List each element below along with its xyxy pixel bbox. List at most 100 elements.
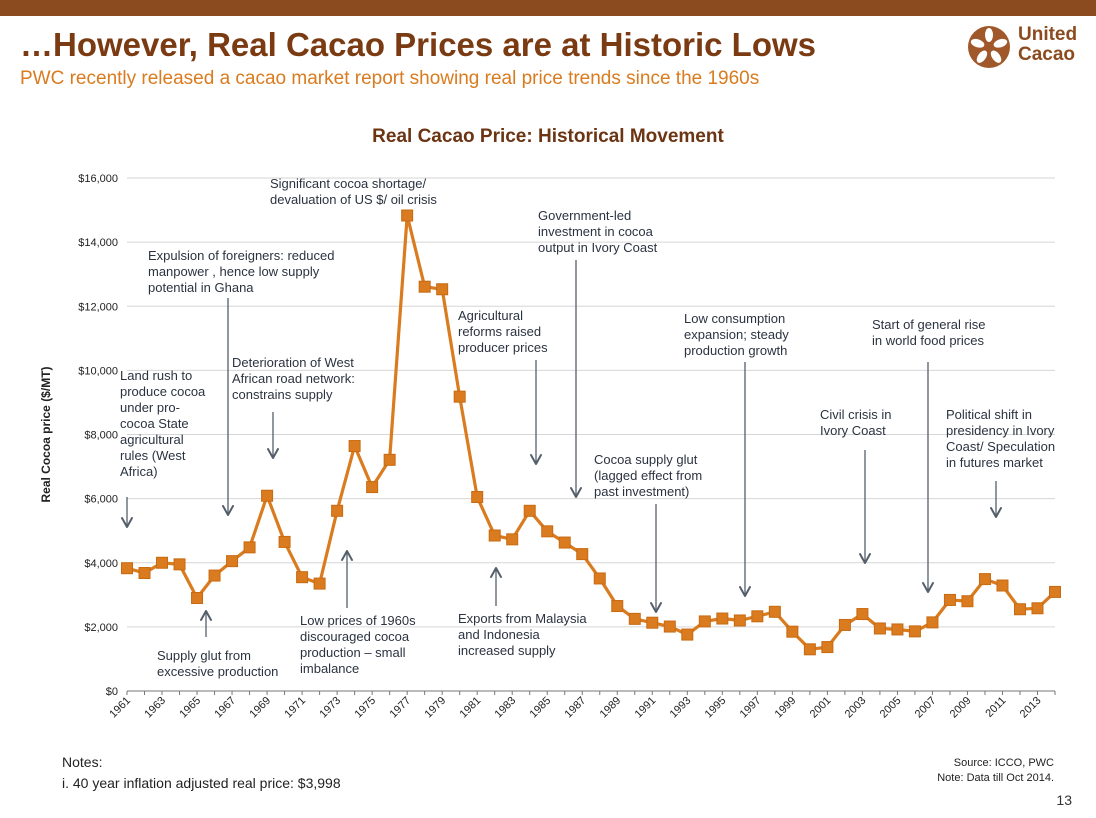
x-tick-label: 1971: [282, 695, 308, 721]
annotation-text: production growth: [684, 343, 787, 358]
x-tick-label: 1989: [598, 695, 624, 721]
y-tick-label: $10,000: [78, 365, 118, 377]
annotation-text: African road network:: [232, 371, 355, 386]
annotation-text: cocoa State: [120, 416, 189, 431]
annotation-text: produce cocoa: [120, 384, 206, 399]
data-point: [1013, 603, 1026, 616]
arrow-head: [859, 553, 871, 564]
annotation-text: in world food prices: [872, 333, 984, 348]
data-point: [576, 548, 589, 561]
x-tick-label: 1967: [212, 695, 238, 721]
annotation-text: Low consumption: [684, 311, 785, 326]
arrow-head: [341, 550, 353, 561]
series-line: [126, 213, 1057, 651]
y-tick-label: $8,000: [84, 430, 118, 442]
data-point: [873, 622, 886, 635]
x-tick-label: 1981: [458, 695, 484, 721]
data-point: [121, 562, 133, 575]
chart-title: Real Cacao Price: Historical Movement: [372, 126, 724, 147]
data-point: [418, 280, 431, 293]
x-tick-label: 1965: [177, 695, 203, 721]
source-note: Source: ICCO, PWC Note: Data till Oct 20…: [937, 756, 1054, 786]
data-point: [296, 571, 309, 584]
x-tick-label: 1993: [668, 695, 694, 721]
data-point: [506, 533, 519, 546]
annotation-text: Deterioration of West: [232, 355, 354, 370]
arrow-head: [490, 567, 502, 578]
annotation-text: in futures market: [946, 455, 1043, 470]
data-point: [471, 491, 484, 504]
annotation-text: Agricultural: [458, 308, 523, 323]
logo-text-line2: Cacao: [1018, 44, 1076, 65]
logo-text-line1: United: [1018, 24, 1078, 45]
data-point: [313, 577, 326, 590]
x-tick-label: 2009: [948, 695, 974, 721]
notes-heading: Notes:: [62, 754, 103, 770]
annotation-text: Government-led: [538, 208, 631, 223]
arrow-head: [990, 507, 1002, 518]
data-point: [243, 541, 256, 554]
annotation-text: agricultural: [120, 432, 184, 447]
data-point: [628, 612, 641, 625]
data-point: [331, 504, 344, 517]
x-tick-label: 1997: [738, 695, 764, 721]
arrow-head: [922, 582, 934, 593]
annotation-text: Start of general rise: [872, 317, 985, 332]
annotation-text: Cocoa supply glut: [594, 452, 698, 467]
annotation-text: constrains supply: [232, 387, 333, 402]
data-point: [733, 614, 746, 627]
y-tick-label: $2,000: [84, 622, 118, 634]
y-axis-label: Real Cocoa price ($/MT): [39, 366, 53, 502]
top-bar: [0, 0, 1096, 16]
annotation-text: Exports from Malaysia: [458, 611, 587, 626]
cacao-flower-icon: [968, 26, 1010, 68]
data-point: [698, 615, 711, 628]
y-tick-label: $16,000: [78, 173, 118, 185]
x-tick-label: 2003: [843, 695, 869, 721]
x-tick-label: 1973: [317, 695, 343, 721]
data-point: [191, 592, 204, 605]
data-point: [786, 625, 799, 638]
x-tick-label: 1999: [773, 695, 799, 721]
y-tick-label: $4,000: [84, 558, 118, 570]
annotation-text: Supply glut from: [157, 648, 251, 663]
data-point: [383, 453, 396, 466]
data-point: [891, 623, 904, 636]
arrow-head: [200, 610, 212, 621]
annotation-text: production – small: [300, 645, 406, 660]
x-tick-label: 1975: [352, 695, 378, 721]
data-point: [663, 620, 676, 633]
data-point: [908, 625, 921, 638]
data-point: [716, 612, 729, 625]
annotation-text: potential in Ghana: [148, 280, 254, 295]
arrow-head: [267, 448, 279, 459]
x-tick-label: 1991: [633, 695, 659, 721]
notes-item: i. 40 year inflation adjusted real price…: [62, 775, 341, 791]
data-point: [401, 209, 414, 222]
x-tick-label: 2001: [808, 695, 834, 721]
source-line: Source: ICCO, PWC: [953, 757, 1054, 769]
data-point: [803, 643, 816, 656]
data-point: [681, 628, 694, 641]
annotation-text: Coast/ Speculation: [946, 439, 1055, 454]
x-tick-label: 2013: [1018, 695, 1044, 721]
data-point: [611, 600, 624, 613]
annotation-text: Civil crisis in: [820, 407, 892, 422]
united-cacao-logo: United Cacao: [966, 24, 1086, 72]
x-tick-label: 2005: [878, 695, 904, 721]
page-title: …However, Real Cacao Prices are at Histo…: [20, 26, 817, 63]
data-point: [488, 529, 501, 542]
data-point: [226, 555, 239, 568]
annotation-text: under pro-: [120, 400, 180, 415]
data-point: [926, 616, 939, 629]
annotation-text: (lagged effect from: [594, 468, 702, 483]
arrow-head: [222, 505, 234, 516]
annotation-text: and Indonesia: [458, 627, 540, 642]
annotation-text: increased supply: [458, 643, 556, 658]
data-point: [541, 525, 554, 538]
data-point: [156, 556, 169, 569]
data-point: [436, 283, 449, 296]
annotation-text: discouraged cocoa: [300, 629, 410, 644]
data-point: [961, 595, 974, 608]
